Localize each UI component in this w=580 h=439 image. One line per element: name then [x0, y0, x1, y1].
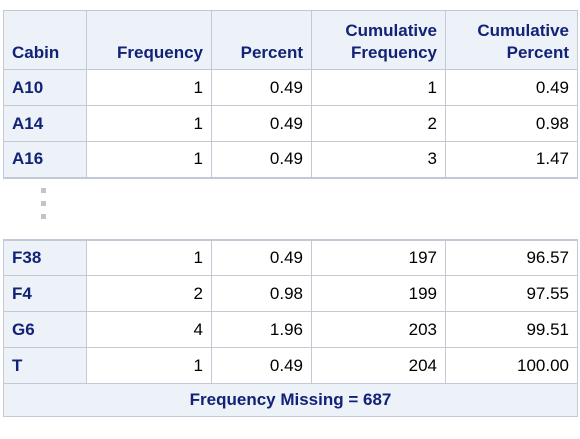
frequency-cell: 1 [86, 239, 212, 276]
cabin-cell: A14 [3, 105, 87, 142]
frequency-cell: 1 [86, 105, 212, 142]
cabin-cell: G6 [3, 311, 87, 348]
header-row: Cabin Frequency Percent Cumulative Frequ… [3, 10, 578, 70]
table-row: T 1 0.49 204 100.00 [3, 347, 578, 384]
frequency-missing-note: Frequency Missing = 687 [3, 383, 578, 417]
cabin-cell: F4 [3, 275, 87, 312]
table-row: A14 1 0.49 2 0.98 [3, 105, 578, 142]
cumulative-percent-cell: 100.00 [445, 347, 578, 384]
omitted-rows-cell [3, 176, 578, 241]
frequency-cell: 4 [86, 311, 212, 348]
header-cum-pct-line1: Cumulative [477, 21, 569, 40]
frequency-cell: 1 [86, 347, 212, 384]
cumulative-frequency-cell: 3 [311, 141, 446, 178]
percent-cell: 0.49 [211, 69, 312, 106]
percent-cell: 0.98 [211, 275, 312, 312]
frequency-cell: 1 [86, 69, 212, 106]
header-cum-freq-line1: Cumulative [345, 21, 437, 40]
header-frequency-label: Frequency [117, 43, 203, 62]
frequency-cell: 2 [86, 275, 212, 312]
header-cum-pct-line2: Percent [506, 43, 569, 62]
table-row: F38 1 0.49 197 96.57 [3, 239, 578, 276]
header-cabin-label: Cabin [12, 43, 60, 62]
cumulative-frequency-cell: 197 [311, 239, 446, 276]
cabin-cell: F38 [3, 239, 87, 276]
cumulative-percent-cell: 0.49 [445, 69, 578, 106]
cumulative-percent-cell: 99.51 [445, 311, 578, 348]
header-frequency: Frequency [86, 10, 212, 70]
cumulative-percent-cell: 97.55 [445, 275, 578, 312]
header-cabin: Cabin [3, 10, 87, 70]
cabin-cell: A10 [3, 69, 87, 106]
cumulative-percent-cell: 0.98 [445, 105, 578, 142]
cumulative-frequency-cell: 2 [311, 105, 446, 142]
header-cumulative-percent: Cumulative Percent [445, 10, 578, 70]
cumulative-frequency-cell: 204 [311, 347, 446, 384]
cumulative-frequency-cell: 199 [311, 275, 446, 312]
header-cumulative-frequency: Cumulative Frequency [311, 10, 446, 70]
cabin-cell: T [3, 347, 87, 384]
frequency-table: Cabin Frequency Percent Cumulative Frequ… [3, 10, 578, 417]
table-row: F4 2 0.98 199 97.55 [3, 275, 578, 312]
vertical-ellipsis-icon [40, 187, 47, 227]
cumulative-percent-cell: 96.57 [445, 239, 578, 276]
cumulative-percent-cell: 1.47 [445, 141, 578, 178]
cumulative-frequency-cell: 203 [311, 311, 446, 348]
footer-row: Frequency Missing = 687 [3, 383, 578, 417]
table-row: G6 4 1.96 203 99.51 [3, 311, 578, 348]
percent-cell: 0.49 [211, 239, 312, 276]
percent-cell: 1.96 [211, 311, 312, 348]
percent-cell: 0.49 [211, 141, 312, 178]
header-percent: Percent [211, 10, 312, 70]
cumulative-frequency-cell: 1 [311, 69, 446, 106]
percent-cell: 0.49 [211, 105, 312, 142]
frequency-cell: 1 [86, 141, 212, 178]
cabin-cell: A16 [3, 141, 87, 178]
omitted-rows-gap [3, 176, 578, 241]
table-row: A10 1 0.49 1 0.49 [3, 69, 578, 106]
header-cum-freq-line2: Frequency [351, 43, 437, 62]
header-percent-label: Percent [240, 43, 303, 62]
table-row: A16 1 0.49 3 1.47 [3, 141, 578, 178]
percent-cell: 0.49 [211, 347, 312, 384]
